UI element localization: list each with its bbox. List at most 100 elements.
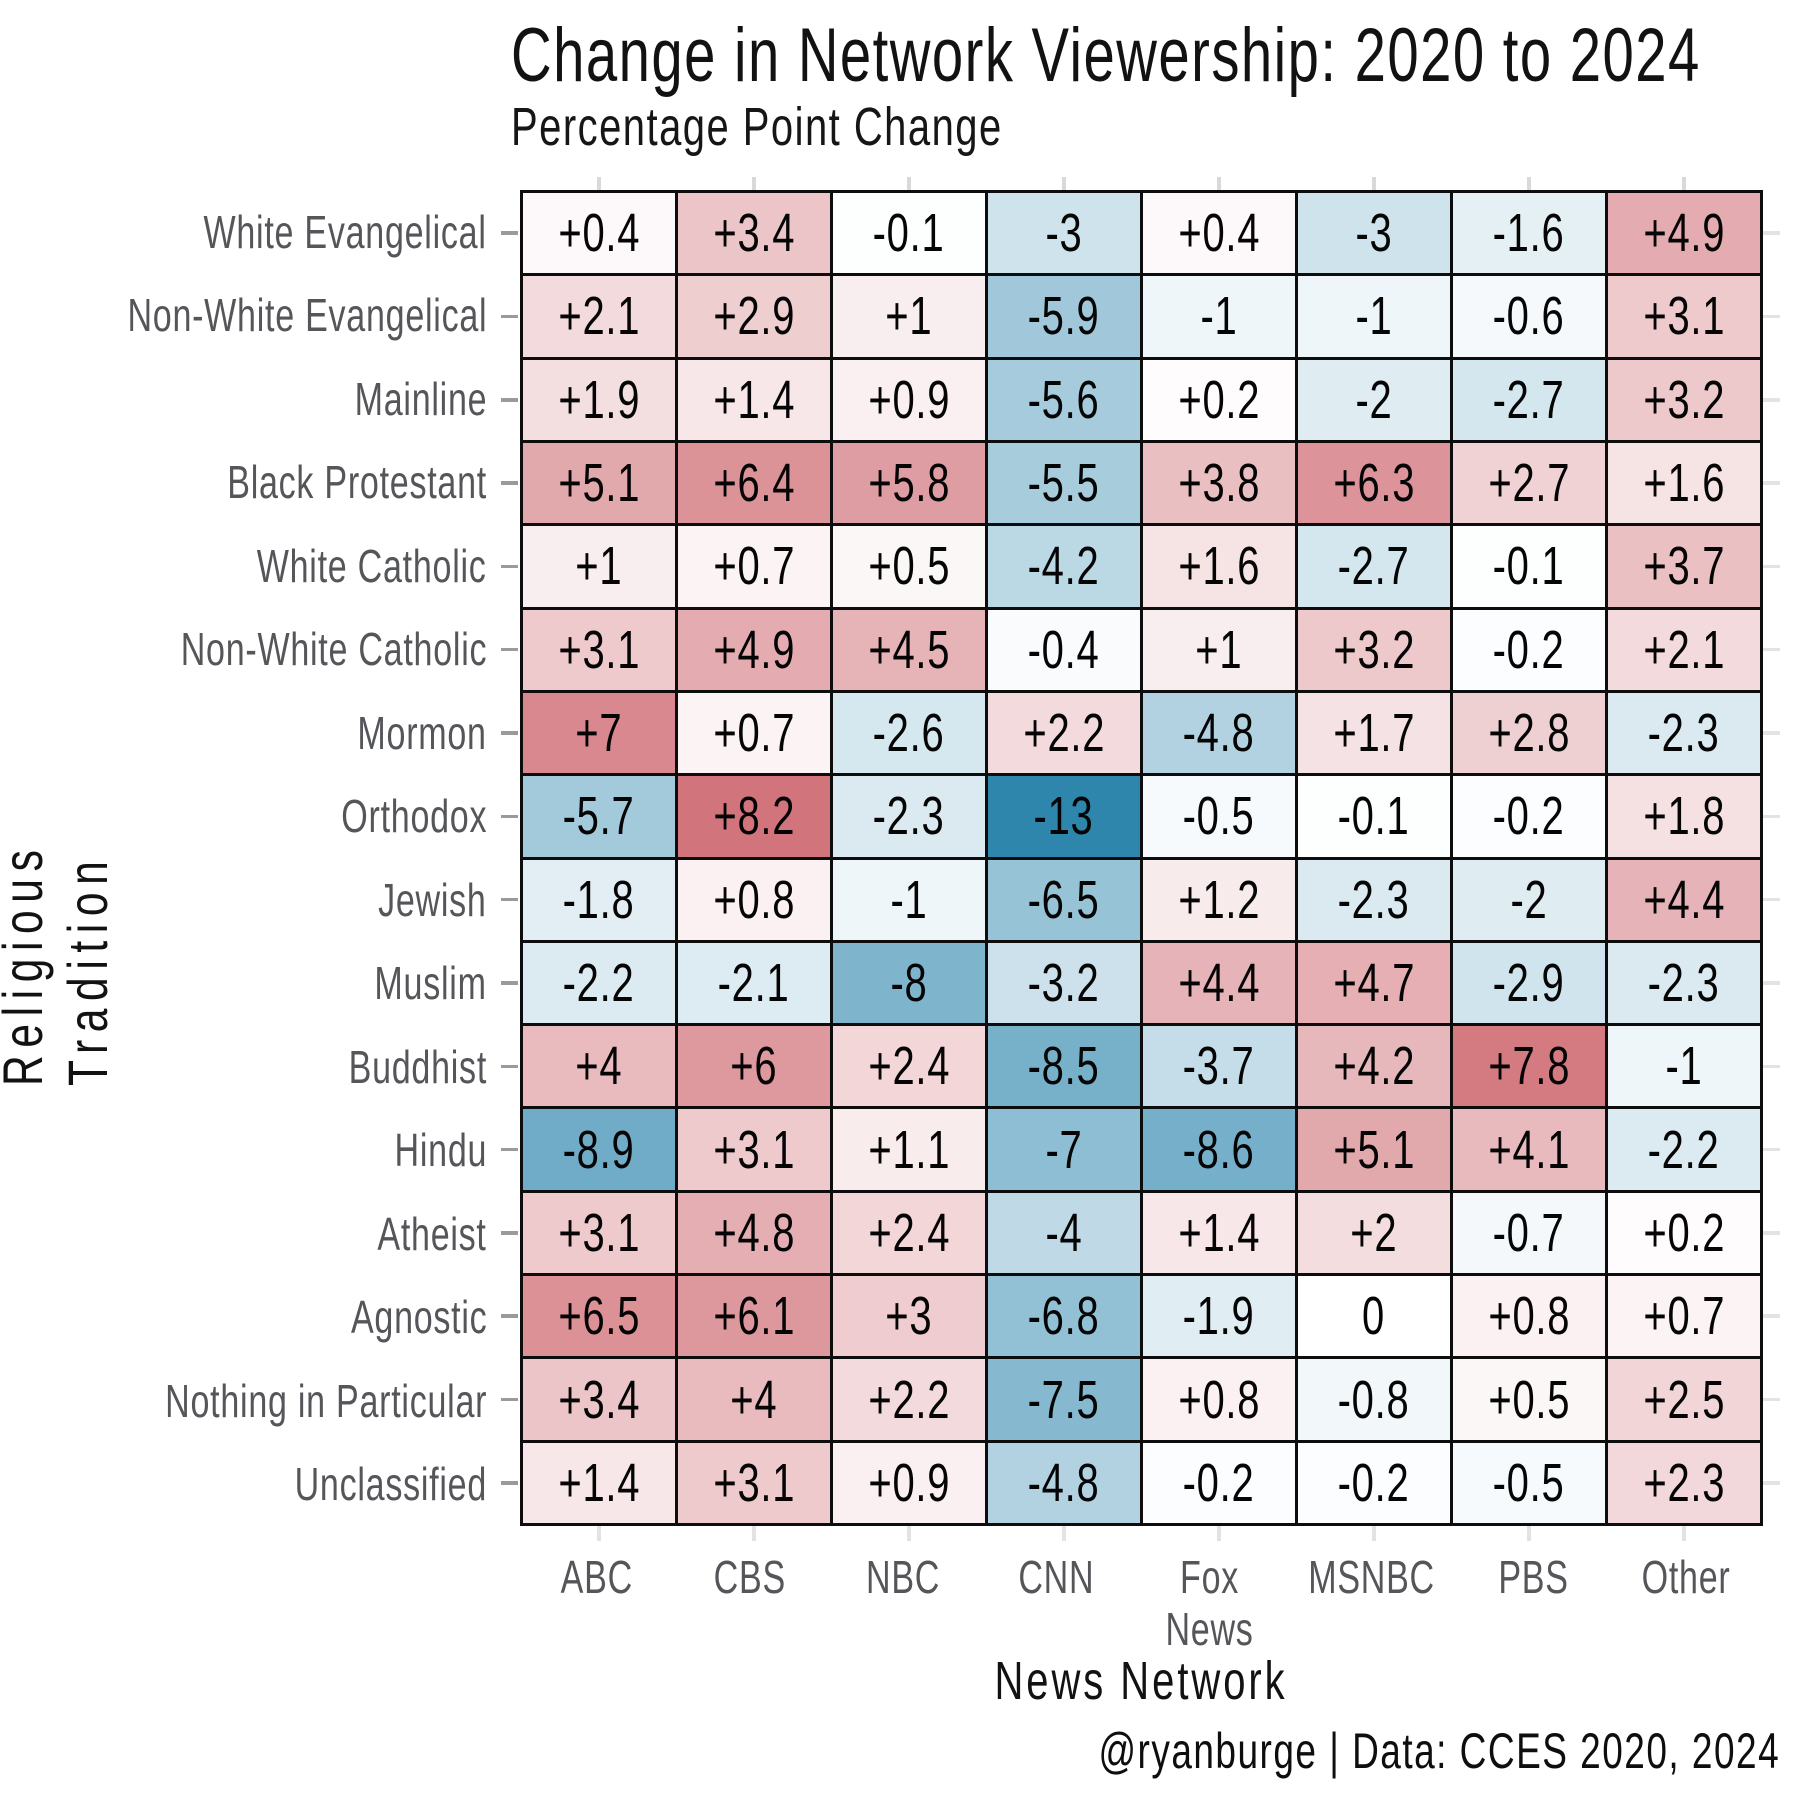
row-label: Hindu	[394, 1124, 487, 1177]
row-label: Muslim	[374, 957, 487, 1010]
cell-value: +4.4	[1643, 869, 1725, 930]
heatmap-cell: +0.9	[833, 1442, 985, 1523]
heatmap-cell: +0.9	[833, 359, 985, 440]
cell-value: -2.3	[1338, 869, 1410, 930]
cell-value: +4.4	[1178, 952, 1260, 1013]
row-label: Non-White Catholic	[180, 623, 487, 676]
cell-value: +3.4	[558, 1369, 640, 1430]
cell-value: 0	[1362, 1286, 1386, 1347]
row-label: White Catholic	[257, 539, 487, 592]
cell-value: -4	[1045, 1202, 1083, 1263]
axis-tick	[597, 177, 601, 190]
heatmap-cell: +4.8	[678, 1192, 830, 1274]
cell-value: -0.8	[1338, 1369, 1410, 1430]
axis-tick	[1763, 1481, 1780, 1485]
heatmap-cell: -3.7	[1143, 1026, 1295, 1107]
heatmap-cell: +3.4	[523, 1359, 675, 1440]
cell-value: +4.2	[1333, 1036, 1415, 1097]
cell-value: +2.1	[1643, 619, 1725, 680]
heatmap-cell: +1.6	[1608, 442, 1760, 524]
cell-value: +2.5	[1643, 1369, 1725, 1430]
cell-value: -2.7	[1338, 536, 1410, 597]
heatmap-cell: +2.9	[678, 276, 830, 357]
cell-value: -3.2	[1028, 952, 1100, 1013]
cell-value: +2.3	[1643, 1452, 1725, 1513]
chart-subtitle: Percentage Point Change	[511, 97, 1003, 157]
cell-value: -6.8	[1028, 1286, 1100, 1347]
cell-value: +6	[730, 1036, 778, 1097]
heatmap-cell: +0.4	[1143, 193, 1295, 274]
heatmap-cell: +1.7	[1298, 692, 1450, 774]
heatmap-cell: +1.4	[523, 1442, 675, 1523]
heatmap-cell: -0.6	[1453, 276, 1605, 357]
cell-value: -3	[1355, 203, 1393, 264]
axis-tick	[501, 897, 518, 902]
axis-tick	[501, 1314, 518, 1318]
cell-value: -0.5	[1493, 1452, 1565, 1513]
axis-tick	[1763, 314, 1780, 319]
heatmap-cell: +4	[523, 1026, 675, 1107]
cell-value: +2.7	[1488, 453, 1570, 514]
cell-value: -2.6	[873, 703, 945, 764]
footer-credit: @ryanburge | Data: CCES 2020, 2024	[1098, 1723, 1780, 1779]
heatmap-cell: +0.5	[833, 526, 985, 607]
heatmap-cell: -2	[1298, 359, 1450, 440]
axis-tick	[501, 481, 518, 485]
heatmap-cell: -6.8	[988, 1276, 1140, 1357]
cell-value: -5.5	[1028, 453, 1100, 514]
cell-value: +0.4	[558, 203, 640, 264]
axis-tick	[1763, 1064, 1780, 1069]
heatmap-cell: -5.6	[988, 359, 1140, 440]
heatmap-cell: -5.7	[523, 776, 675, 857]
cell-value: +3.8	[1178, 453, 1260, 514]
row-label: Jewish	[378, 873, 487, 926]
cell-value: +4.8	[713, 1202, 795, 1263]
heatmap-cell: +0.8	[1143, 1359, 1295, 1440]
axis-tick	[501, 1064, 518, 1069]
cell-value: +3.1	[713, 1452, 795, 1513]
cell-value: -0.5	[1183, 786, 1255, 847]
cell-value: -1	[1355, 286, 1393, 347]
heatmap-cell: -0.5	[1453, 1442, 1605, 1523]
cell-value: +8.2	[713, 786, 795, 847]
cell-value: +4.5	[868, 619, 950, 680]
cell-value: -1	[890, 869, 928, 930]
row-label: Mormon	[357, 706, 487, 759]
cell-value: +5.1	[558, 453, 640, 514]
cell-value: +6.3	[1333, 453, 1415, 514]
axis-tick	[1763, 647, 1780, 652]
chart-title: Change in Network Viewership: 2020 to 20…	[511, 13, 1701, 98]
heatmap-cell: +8.2	[678, 776, 830, 857]
heatmap-cell: -0.2	[1453, 609, 1605, 690]
heatmap-cell: +6.4	[678, 442, 830, 524]
heatmap-cell: +7	[523, 692, 675, 774]
axis-tick	[752, 177, 756, 190]
axis-tick	[501, 647, 518, 652]
col-label: PBS	[1498, 1551, 1569, 1603]
heatmap-cell: +4.7	[1298, 942, 1450, 1024]
heatmap-cell: +4.2	[1298, 1026, 1450, 1107]
row-label: Atheist	[377, 1207, 487, 1260]
axis-tick	[1763, 731, 1780, 735]
heatmap-cell: +1.4	[678, 359, 830, 440]
axis-tick	[1372, 177, 1376, 190]
heatmap-cell: -2.3	[1298, 859, 1450, 940]
cell-value: -0.1	[1493, 536, 1565, 597]
heatmap-cell: -0.1	[1298, 776, 1450, 857]
cell-value: -13	[1034, 786, 1094, 847]
cell-value: +2.4	[868, 1202, 950, 1263]
cell-value: -1.6	[1493, 203, 1565, 264]
heatmap-cell: +0.4	[523, 193, 675, 274]
axis-tick	[501, 1231, 518, 1235]
heatmap-cell: -0.5	[1143, 776, 1295, 857]
cell-value: -8.5	[1028, 1036, 1100, 1097]
cell-value: +1.6	[1178, 536, 1260, 597]
cell-value: +3.1	[558, 619, 640, 680]
heatmap-cell: +1	[523, 526, 675, 607]
heatmap-cell: +6	[678, 1026, 830, 1107]
cell-value: +3.1	[558, 1202, 640, 1263]
cell-value: +3.7	[1643, 536, 1725, 597]
cell-value: -0.2	[1493, 786, 1565, 847]
heatmap-cell: -2.2	[1608, 1109, 1760, 1190]
col-label: ABC	[560, 1551, 633, 1603]
